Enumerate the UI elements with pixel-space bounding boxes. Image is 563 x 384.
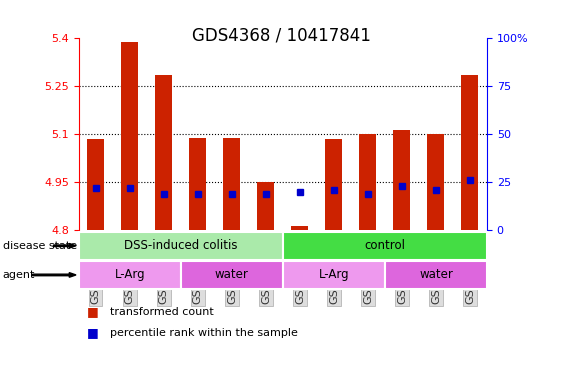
- Bar: [394, 130, 410, 230]
- Bar: [224, 137, 240, 230]
- Text: ■: ■: [87, 326, 99, 339]
- Bar: [122, 41, 138, 230]
- Bar: [155, 75, 172, 230]
- Text: L-Arg: L-Arg: [114, 268, 145, 281]
- Text: agent: agent: [3, 270, 35, 280]
- Bar: [292, 225, 309, 230]
- Text: DSS-induced colitis: DSS-induced colitis: [124, 239, 238, 252]
- Bar: [189, 137, 207, 230]
- Text: L-Arg: L-Arg: [319, 268, 349, 281]
- Text: water: water: [215, 268, 249, 281]
- Text: water: water: [419, 268, 453, 281]
- Bar: [257, 182, 274, 230]
- Bar: [462, 75, 479, 230]
- Bar: [87, 139, 104, 230]
- Bar: [325, 139, 342, 230]
- Text: ■: ■: [87, 305, 99, 318]
- Text: control: control: [364, 239, 405, 252]
- Bar: [427, 134, 444, 230]
- Text: percentile rank within the sample: percentile rank within the sample: [110, 328, 298, 338]
- Text: disease state: disease state: [3, 241, 77, 251]
- Text: GDS4368 / 10417841: GDS4368 / 10417841: [192, 27, 371, 45]
- Bar: [359, 134, 377, 230]
- Text: transformed count: transformed count: [110, 307, 213, 317]
